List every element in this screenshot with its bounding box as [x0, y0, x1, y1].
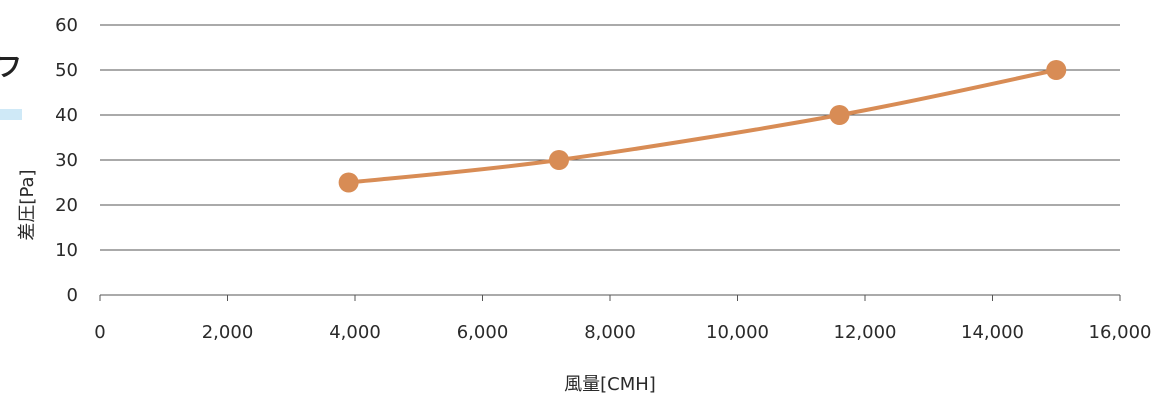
x-tick-label: 0 — [94, 322, 105, 343]
y-tick-label: 20 — [55, 195, 78, 216]
clipped-left-text: フ — [0, 53, 22, 83]
x-tick-label: 12,000 — [834, 322, 897, 343]
clipped-left-bar — [0, 109, 22, 120]
axes — [99, 294, 1121, 301]
x-tick-label: 4,000 — [329, 322, 381, 343]
y-tick-label: 30 — [55, 150, 78, 171]
x-tick-label: 6,000 — [457, 322, 509, 343]
y-tick-label: 10 — [55, 240, 78, 261]
y-tick-label: 60 — [55, 15, 78, 36]
series-line — [346, 68, 1059, 185]
x-tick-label: 16,000 — [1089, 322, 1152, 343]
data-point — [829, 105, 850, 125]
gridlines — [100, 24, 1120, 251]
y-tick-label: 40 — [55, 105, 78, 126]
y-axis-label: 差圧[Pa] — [17, 169, 38, 240]
x-tick-label: 10,000 — [706, 322, 769, 343]
x-tick-label: 8,000 — [584, 322, 636, 343]
y-tick-labels: 0 10 20 30 40 50 60 — [55, 15, 78, 306]
x-axis-label: 風量[CMH] — [564, 374, 656, 394]
x-tick-labels: 0 2,000 4,000 6,000 8,000 10,000 12,000 14,000 1… — [94, 322, 1151, 343]
y-tick-label: 0 — [67, 285, 78, 306]
series-group — [338, 60, 1067, 193]
x-tick-label: 14,000 — [961, 322, 1024, 343]
data-point — [1046, 60, 1067, 80]
y-tick-label: 50 — [55, 60, 78, 81]
data-point — [549, 150, 569, 170]
data-point — [338, 172, 359, 193]
x-tick-label: 2,000 — [202, 322, 254, 343]
